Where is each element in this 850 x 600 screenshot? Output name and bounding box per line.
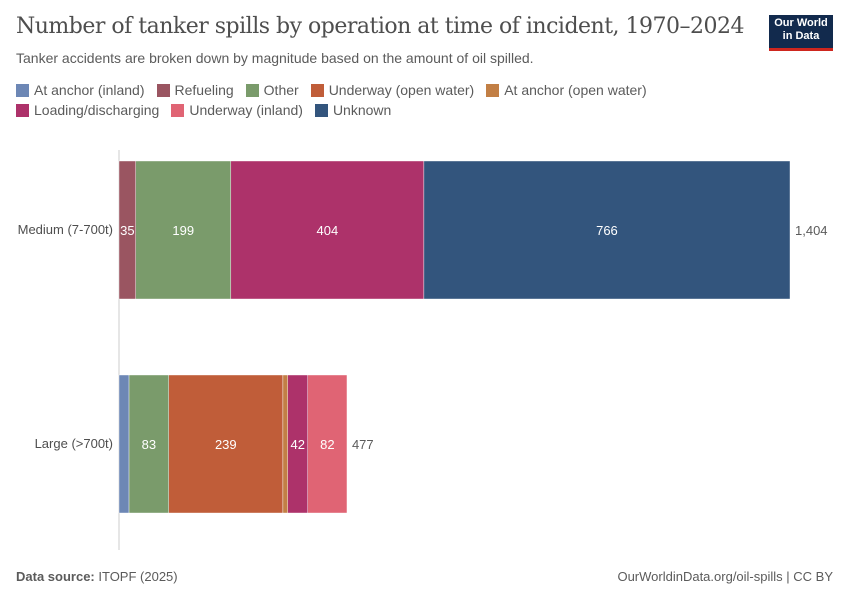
owid-logo[interactable]: Our World in Data (769, 15, 833, 51)
legend: At anchor (inland) Refueling Other Underway… (16, 80, 716, 120)
legend-label: Underway (open water) (328, 82, 475, 98)
legend-item[interactable]: Loading/discharging (16, 100, 159, 120)
legend-label: At anchor (inland) (34, 82, 145, 98)
legend-label: Loading/discharging (34, 102, 160, 118)
legend-swatch (245, 83, 259, 97)
bar-segment (118, 374, 130, 514)
category-label: Medium (7-700t) (18, 222, 113, 237)
legend-label: Refueling (174, 82, 234, 98)
data-label: 35 (120, 223, 134, 238)
category-label: Large (>700t) (35, 436, 113, 451)
source-value: ITOPF (2025) (98, 569, 178, 584)
legend-swatch (486, 83, 500, 97)
data-label: 404 (317, 223, 339, 238)
legend-swatch (16, 103, 29, 117)
legend-item[interactable]: Underway (inland) (171, 100, 303, 120)
legend-swatch (156, 83, 170, 97)
legend-item[interactable]: Refueling (156, 80, 234, 100)
data-label: 83 (142, 437, 156, 452)
bar-segment (135, 160, 232, 300)
data-label: 766 (596, 223, 618, 238)
data-label: 42 (291, 437, 305, 452)
total-label: 1,404 (795, 223, 828, 238)
chart-title: Number of tanker spills by operation at … (16, 14, 745, 39)
data-label: 82 (320, 437, 334, 452)
bar-segment (423, 160, 791, 300)
legend-item[interactable]: Underway (open water) (310, 80, 475, 100)
legend-item[interactable]: Unknown (314, 100, 392, 120)
total-label: 477 (352, 437, 374, 452)
bar-segment (168, 374, 284, 514)
legend-swatch (310, 83, 324, 97)
bar-segment (282, 374, 288, 514)
data-label: 239 (215, 437, 237, 452)
bar-segment (307, 374, 348, 514)
legend-item[interactable]: Other (245, 80, 299, 100)
legend-label: Unknown (332, 102, 392, 118)
legend-label: Other (263, 82, 299, 98)
legend-label: Underway (inland) (189, 102, 303, 118)
legend-label: At anchor (open water) (504, 82, 647, 98)
chart-subtitle: Tanker accidents are broken down by magn… (16, 50, 534, 66)
legend-swatch (16, 83, 29, 97)
footer-url[interactable]: OurWorldinData.org/oil-spills | CC BY (617, 569, 833, 584)
legend-item[interactable]: At anchor (open water) (486, 80, 647, 100)
bar-segment (230, 160, 425, 300)
data-source: Data source: ITOPF (2025) (16, 569, 178, 584)
legend-swatch (314, 103, 328, 117)
source-label: Data source: (16, 569, 95, 584)
legend-swatch (171, 103, 185, 117)
data-label: 199 (172, 223, 194, 238)
bar-segment (128, 374, 169, 514)
legend-item[interactable]: At anchor (inland) (16, 80, 145, 100)
